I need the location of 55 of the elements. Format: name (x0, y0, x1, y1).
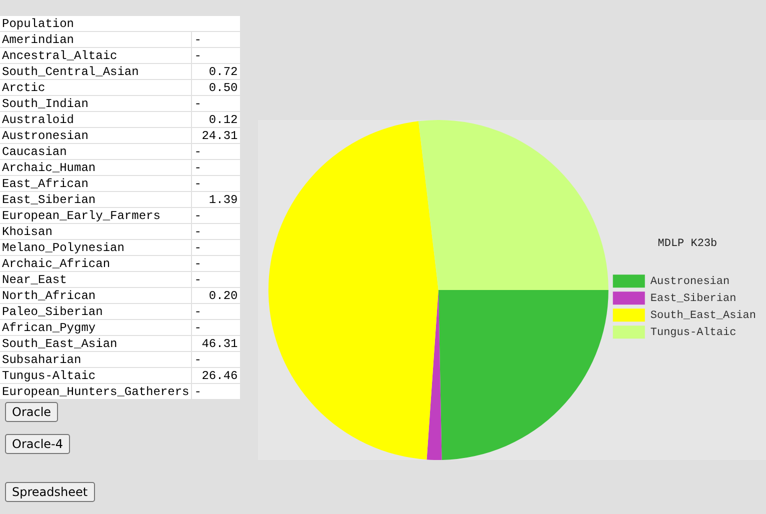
category-label: Austronesian (0, 128, 192, 144)
category-label: African_Pygmy (0, 320, 192, 336)
data-label: - (192, 240, 240, 256)
category-label: North_African (0, 288, 192, 304)
category-label: Tungus-Altaic (0, 368, 192, 384)
legend-label: Tungus-Altaic (650, 327, 736, 340)
data-label: - (192, 160, 240, 176)
data-label: 46.31 (192, 336, 240, 352)
data-label: - (192, 272, 240, 288)
data-label: - (192, 176, 240, 192)
data-label: - (192, 304, 240, 320)
data-label: 26.46 (192, 368, 240, 384)
category-label: East_Siberian (0, 192, 192, 208)
data-label: - (192, 352, 240, 368)
category-label: European_Hunters_Gatherers (0, 384, 192, 400)
data-label: - (192, 256, 240, 272)
category-label: Melano_Polynesian (0, 240, 192, 256)
text: Oracle (5, 402, 58, 422)
category-label: European_Early_Farmers (0, 208, 192, 224)
legend-label: South_East_Asian (650, 310, 756, 322)
category-label: Ancestral_Altaic (0, 48, 192, 64)
category-label: South_Indian (0, 96, 192, 112)
category-label: Khoisan (0, 224, 192, 240)
legend-label: Austronesian (650, 276, 730, 288)
category-label: South_East_Asian (0, 336, 192, 352)
category-label: Subsaharian (0, 352, 192, 368)
data-label: - (192, 48, 240, 64)
data-label: - (192, 32, 240, 48)
category-label: Archaic_Human (0, 160, 192, 176)
data-label: 0.12 (192, 112, 240, 128)
data-label: - (192, 384, 240, 400)
data-label: 0.72 (192, 64, 240, 80)
data-label: 0.50 (192, 80, 240, 96)
category-label: Archaic_African (0, 256, 192, 272)
category-label: Amerindian (0, 32, 192, 48)
text: Spreadsheet (5, 482, 95, 502)
data-label: - (192, 320, 240, 336)
category-label: Near_East (0, 272, 192, 288)
data-label: - (192, 208, 240, 224)
data-label: 0.20 (192, 288, 240, 304)
text: Population (0, 16, 192, 32)
category-label: Australoid (0, 112, 192, 128)
category-label: Paleo_Siberian (0, 304, 192, 320)
data-label: 24.31 (192, 128, 240, 144)
data-label: - (192, 96, 240, 112)
data-label: 1.39 (192, 192, 240, 208)
data-label: - (192, 224, 240, 240)
category-label: South_Central_Asian (0, 64, 192, 80)
text: Oracle-4 (5, 434, 70, 454)
category-label: Arctic (0, 80, 192, 96)
category-label: East_African (0, 176, 192, 192)
category-label: Caucasian (0, 144, 192, 160)
data-label: - (192, 144, 240, 160)
text: MDLP K23b (658, 238, 718, 250)
legend-label: East_Siberian (650, 293, 736, 306)
